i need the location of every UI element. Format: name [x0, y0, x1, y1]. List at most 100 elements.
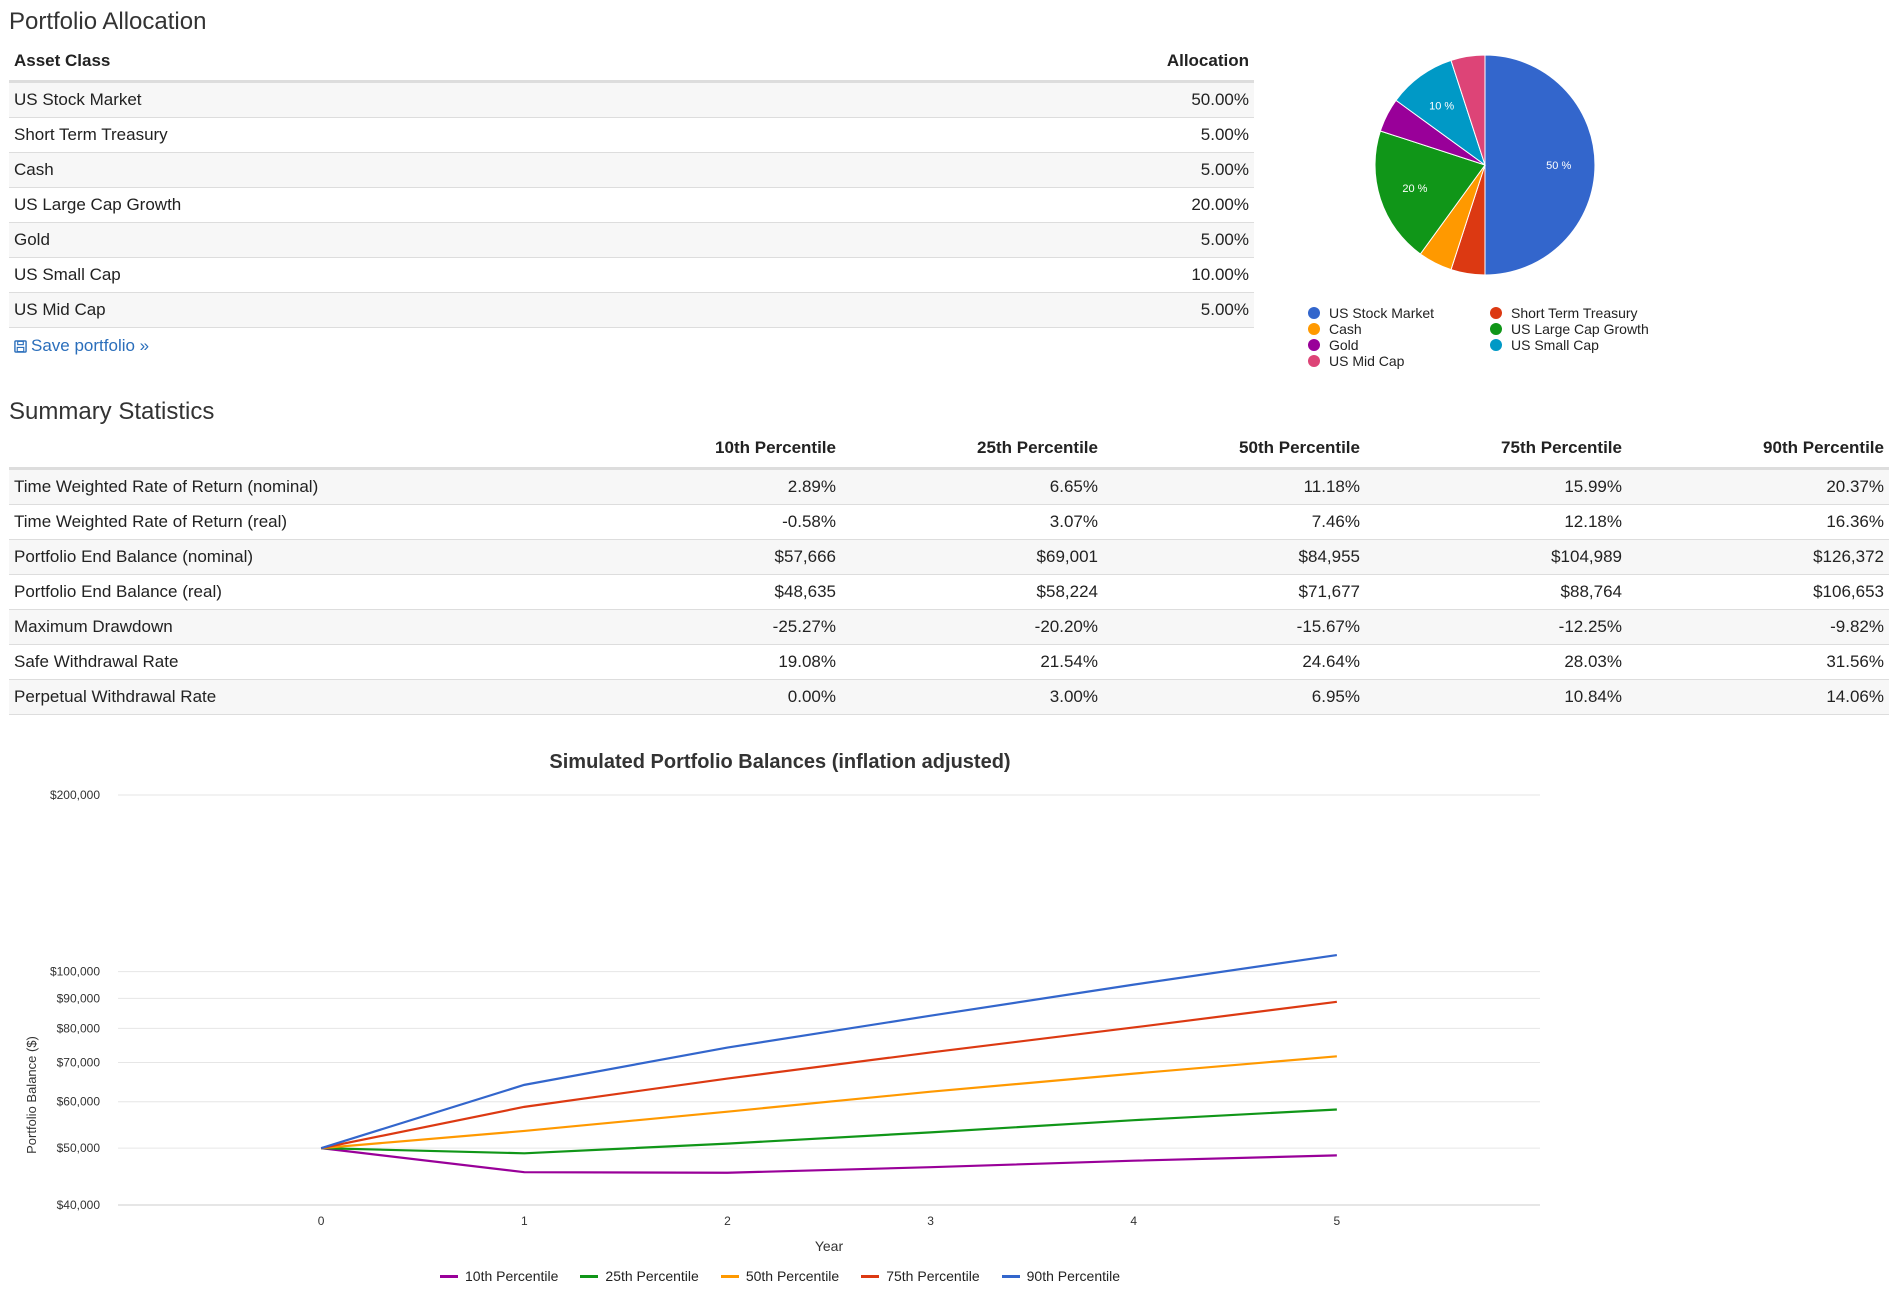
legend-label: Gold [1329, 337, 1359, 353]
statistic-value: 24.64% [1103, 644, 1365, 680]
allocation-cell: 5.00% [828, 117, 1254, 153]
statistic-value: 21.54% [841, 644, 1103, 680]
x-axis-label: Year [815, 1238, 844, 1254]
summary-statistics-table: 10th Percentile 25th Percentile 50th Per… [9, 429, 1889, 715]
series-line-5 [320, 953, 1338, 1150]
summary-statistics-heading: Summary Statistics [9, 398, 215, 425]
table-row: Portfolio End Balance (real) $48,635 $58,2… [9, 574, 1889, 610]
statistic-label: Time Weighted Rate of Return (real) [9, 504, 579, 540]
statistic-value: -25.27% [579, 609, 841, 645]
pie-slice-label: 20 % [1402, 183, 1427, 195]
asset-class-cell: US Stock Market [9, 81, 829, 118]
series-line-1 [321, 1147, 1337, 1174]
table-row: Maximum Drawdown -25.27% -20.20% -15.67% -12… [9, 609, 1889, 645]
legend-swatch [1001, 1274, 1020, 1278]
pie-legend-item: US Stock Market [1308, 305, 1490, 321]
table-row: Perpetual Withdrawal Rate 0.00% 3.00% 6.95%… [9, 679, 1889, 715]
line-legend-item: 75th Percentile [861, 1268, 980, 1284]
statistic-header [9, 429, 579, 470]
statistic-value: 14.06% [1627, 679, 1889, 715]
x-tick-label: 0 [318, 1214, 325, 1228]
statistic-value: $69,001 [841, 539, 1103, 575]
series-line-4 [320, 1000, 1337, 1150]
statistic-value: 10.84% [1365, 679, 1627, 715]
legend-swatch [1490, 339, 1502, 351]
statistic-label: Safe Withdrawal Rate [9, 644, 579, 680]
legend-label: US Stock Market [1329, 305, 1435, 321]
x-tick-label: 1 [521, 1214, 528, 1228]
series-line-3 [321, 1055, 1337, 1150]
statistic-value: 0.00% [579, 679, 841, 715]
p50-header: 50th Percentile [1103, 429, 1365, 470]
allocation-cell: 5.00% [828, 152, 1254, 188]
portfolio-allocation-heading: Portfolio Allocation [9, 8, 207, 35]
statistic-value: 3.00% [841, 679, 1103, 715]
line-legend-item: 90th Percentile [1001, 1268, 1120, 1284]
y-tick-label: $50,000 [57, 1141, 101, 1155]
pie-slice-label: 10 % [1429, 100, 1454, 112]
legend-swatch [720, 1274, 739, 1278]
table-row: Portfolio End Balance (nominal) $57,666 $6… [9, 539, 1889, 575]
pie-legend-item: Gold [1308, 337, 1490, 353]
legend-label: US Mid Cap [1329, 353, 1405, 369]
x-tick-label: 2 [724, 1214, 731, 1228]
table-row: US Mid Cap 5.00% [9, 292, 1254, 328]
x-tick-label: 5 [1334, 1214, 1341, 1228]
statistic-label: Time Weighted Rate of Return (nominal) [9, 468, 579, 505]
pie-legend-item: US Mid Cap [1308, 353, 1490, 369]
pie-legend: US Stock Market Short Term Treasury Cash US… [1308, 305, 1688, 369]
table-row: Time Weighted Rate of Return (nominal) 2.… [9, 468, 1889, 505]
statistic-value: $88,764 [1365, 574, 1627, 610]
pie-slice-label: 50 % [1546, 160, 1571, 172]
line-chart-legend: 10th Percentile 25th Percentile 50th Perce… [440, 1268, 1120, 1284]
legend-swatch [1308, 323, 1320, 335]
pie-slice [1374, 130, 1486, 255]
save-portfolio-link[interactable]: Save portfolio » [14, 336, 149, 356]
legend-swatch [1490, 307, 1502, 319]
y-tick-label: $90,000 [57, 991, 101, 1005]
asset-class-cell: US Small Cap [9, 257, 829, 293]
legend-label: 25th Percentile [605, 1268, 699, 1284]
p25-header: 25th Percentile [841, 429, 1103, 470]
statistic-label: Portfolio End Balance (real) [9, 574, 579, 610]
statistic-value: 28.03% [1365, 644, 1627, 680]
y-tick-label: $200,000 [50, 788, 100, 802]
line-legend-item: 10th Percentile [440, 1268, 558, 1284]
allocation-cell: 5.00% [828, 222, 1254, 258]
statistic-value: 11.18% [1103, 468, 1365, 505]
pie-slice [1450, 54, 1486, 166]
statistic-label: Maximum Drawdown [9, 609, 579, 645]
statistic-value: 12.18% [1365, 504, 1627, 540]
line-legend-item: 25th Percentile [580, 1268, 699, 1284]
y-tick-label: $80,000 [57, 1021, 101, 1035]
chart-title: Simulated Portfolio Balances (inflation … [549, 751, 1010, 773]
statistic-value: $84,955 [1103, 539, 1365, 575]
asset-class-cell: Gold [9, 222, 829, 258]
asset-class-cell: Cash [9, 152, 829, 188]
table-row: Gold 5.00% [9, 222, 1254, 258]
legend-swatch [1308, 355, 1320, 367]
legend-label: 75th Percentile [886, 1268, 980, 1284]
pie-legend-item: US Small Cap [1490, 337, 1672, 353]
floppy-disk-icon [14, 339, 27, 353]
statistic-value: 7.46% [1103, 504, 1365, 540]
table-row: Safe Withdrawal Rate 19.08% 21.54% 24.64% 28… [9, 644, 1889, 680]
x-tick-label: 3 [927, 1214, 934, 1228]
legend-swatch [440, 1274, 458, 1278]
statistic-label: Portfolio End Balance (nominal) [9, 539, 579, 575]
pie-slice [1484, 54, 1596, 276]
simulated-balances-line-chart: Simulated Portfolio Balances (inflation … [24, 751, 1540, 1254]
statistic-value: $71,677 [1103, 574, 1365, 610]
allocation-cell: 10.00% [828, 257, 1254, 293]
asset-class-cell: US Large Cap Growth [9, 187, 829, 223]
allocation-header: Allocation [828, 42, 1254, 83]
statistic-value: 6.65% [841, 468, 1103, 505]
statistic-value: -12.25% [1365, 609, 1627, 645]
statistic-value: 3.07% [841, 504, 1103, 540]
table-row: Time Weighted Rate of Return (real) -0.58… [9, 504, 1889, 540]
legend-swatch [1490, 323, 1502, 335]
line-legend-item: 50th Percentile [720, 1268, 839, 1284]
statistic-value: 16.36% [1627, 504, 1889, 540]
allocation-cell: 5.00% [828, 292, 1254, 328]
statistic-value: -9.82% [1627, 609, 1889, 645]
